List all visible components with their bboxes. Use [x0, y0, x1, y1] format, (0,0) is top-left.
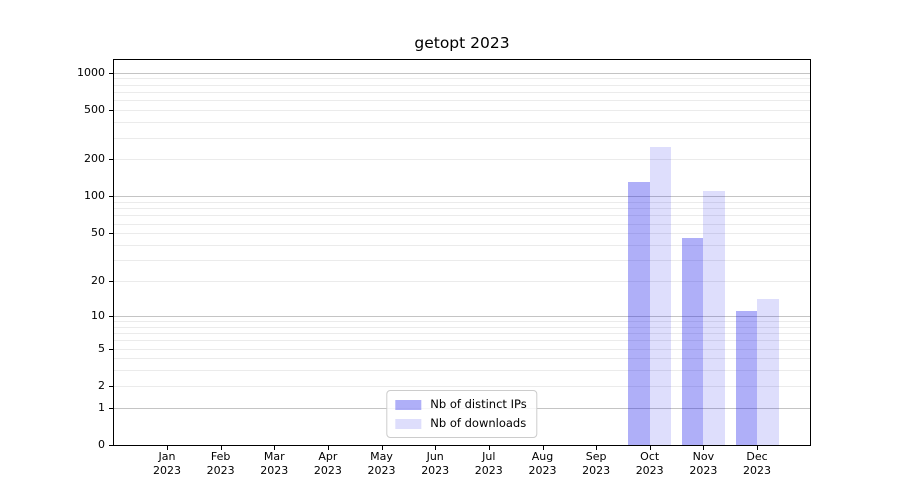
gridline-20	[114, 281, 810, 282]
x-tick-label-oct: Oct 2023	[635, 450, 664, 477]
x-tick-nov	[703, 446, 705, 450]
y-tick-label-1000: 1000	[77, 65, 105, 79]
plot-canvas: Nb of distinct IPs Nb of downloads	[114, 60, 810, 445]
legend-item-downloads: Nb of downloads	[395, 416, 526, 431]
x-tick-may	[381, 446, 383, 450]
gridline-200	[114, 159, 810, 161]
x-tick-aug	[542, 446, 544, 450]
gridline-60	[114, 223, 810, 225]
gridline-6	[114, 340, 810, 342]
y-tick-0	[109, 445, 113, 446]
gridline-400	[114, 122, 810, 123]
gridline-900	[114, 78, 810, 80]
gridline-5	[114, 348, 810, 350]
x-tick-label-may: May 2023	[367, 450, 396, 477]
legend: Nb of distinct IPs Nb of downloads	[386, 390, 538, 438]
bar-dec-distinct-ips	[735, 311, 757, 445]
gridline-40	[114, 244, 810, 246]
gridline-80	[114, 208, 810, 210]
gridline-700	[114, 91, 810, 93]
y-tick-label-500: 500	[84, 103, 105, 116]
y-tick-label-10: 10	[91, 308, 105, 322]
x-tick-sep	[596, 446, 598, 450]
x-tick-dec	[757, 446, 758, 450]
plot-area: Nb of distinct IPs Nb of downloads	[113, 59, 811, 446]
x-tick-label-jun: Jun 2023	[421, 450, 450, 477]
gridline-9	[114, 320, 810, 322]
gridline-50	[114, 233, 810, 235]
y-tick-label-0: 0	[98, 438, 105, 451]
x-tick-jan	[167, 446, 168, 450]
bar-dec-downloads	[757, 299, 779, 445]
gridline-1000	[114, 72, 810, 74]
x-tick-oct	[649, 446, 651, 450]
gridline-30	[114, 260, 810, 261]
y-tick-10	[109, 315, 113, 317]
x-tick-feb	[220, 446, 222, 450]
gridline-500	[114, 110, 810, 111]
gridline-90	[114, 201, 810, 203]
x-tick-jul	[488, 446, 490, 450]
x-tick-label-apr: Apr 2023	[313, 450, 342, 477]
y-tick-label-20: 20	[91, 274, 105, 287]
y-tick-1	[109, 407, 113, 409]
gridline-600	[114, 100, 810, 102]
bar-nov-distinct-ips	[681, 237, 704, 445]
x-tick-label-nov: Nov 2023	[689, 450, 718, 477]
y-tick-label-5: 5	[98, 341, 105, 355]
gridline-2	[114, 385, 810, 387]
y-tick-5	[109, 348, 113, 350]
gridline-3	[114, 370, 810, 372]
y-tick-label-200: 200	[84, 152, 105, 166]
y-tick-label-50: 50	[91, 226, 105, 240]
chart-title: getopt 2023	[414, 34, 510, 52]
x-tick-label-jul: Jul 2023	[474, 450, 503, 477]
bar-oct-downloads	[649, 147, 672, 445]
y-tick-20	[109, 281, 113, 282]
x-tick-label-aug: Aug 2023	[528, 450, 557, 477]
legend-swatch-icon	[395, 418, 422, 429]
x-tick-label-mar: Mar 2023	[260, 450, 289, 477]
gridline-4	[114, 358, 810, 360]
bar-oct-distinct-ips	[628, 182, 650, 445]
bar-nov-downloads	[703, 191, 725, 445]
y-tick-50	[109, 233, 113, 235]
gridline-70	[114, 215, 810, 217]
x-tick-label-jan: Jan 2023	[153, 450, 181, 477]
gridline-7	[114, 333, 810, 334]
gridline-800	[114, 84, 810, 86]
legend-item-distinct-ips: Nb of distinct IPs	[395, 397, 527, 412]
x-tick-label-sep: Sep 2023	[582, 450, 611, 477]
x-tick-mar	[274, 446, 276, 450]
gridline-10	[114, 315, 810, 317]
y-tick-2	[109, 385, 113, 387]
y-tick-label-2: 2	[98, 378, 105, 392]
y-tick-100	[109, 196, 113, 198]
legend-label: Nb of downloads	[430, 416, 527, 430]
y-tick-500	[109, 110, 113, 111]
gridline-100	[114, 196, 810, 198]
gridline-8	[114, 326, 810, 328]
x-tick-label-dec: Dec 2023	[743, 450, 771, 477]
x-tick-label-feb: Feb 2023	[206, 450, 235, 477]
y-tick-200	[109, 159, 113, 161]
x-tick-jun	[435, 446, 437, 450]
gridline-300	[114, 137, 810, 139]
legend-swatch-icon	[395, 399, 422, 410]
y-tick-label-100: 100	[84, 189, 105, 203]
y-tick-1000	[109, 72, 113, 74]
y-tick-label-1: 1	[98, 400, 105, 414]
x-tick-apr	[327, 446, 329, 450]
legend-label: Nb of distinct IPs	[430, 397, 527, 411]
